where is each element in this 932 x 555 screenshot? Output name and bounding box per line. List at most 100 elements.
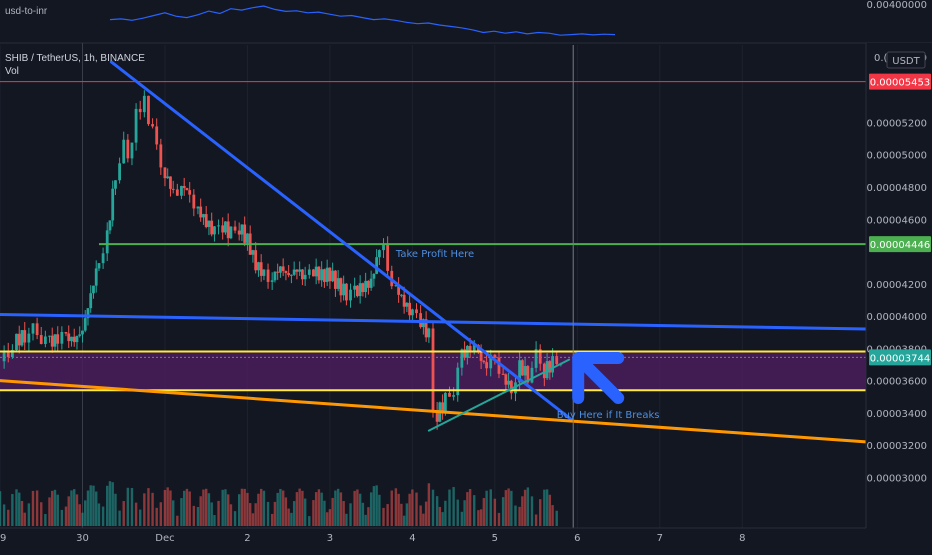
price-tag-bg <box>869 73 931 90</box>
volume-bar <box>106 485 109 526</box>
candle-body <box>427 328 431 338</box>
volume-bar <box>358 493 362 526</box>
candle-body <box>240 224 244 235</box>
volume-bar <box>325 512 329 526</box>
volume-bar <box>204 488 208 526</box>
candle-body <box>366 280 370 288</box>
candle-body <box>345 283 348 301</box>
volume-bar <box>317 489 321 526</box>
indicator-line <box>109 5 616 36</box>
volume-bar <box>479 509 483 526</box>
volume-bar <box>31 490 35 526</box>
candle-body <box>257 262 260 271</box>
candle-body <box>251 250 255 255</box>
volume-bar <box>545 489 549 526</box>
candle-body <box>60 332 64 344</box>
candle-body <box>336 278 340 289</box>
volume-bar <box>196 506 200 526</box>
volume-bar <box>345 513 348 526</box>
candle-body <box>394 285 398 287</box>
volume-bar <box>35 490 39 526</box>
volume-bar <box>555 510 558 526</box>
volume-bar <box>97 503 101 526</box>
candle-body <box>31 323 35 334</box>
x-tick-label: 2 <box>244 533 250 544</box>
candle-body <box>171 188 175 190</box>
candle-body <box>204 214 208 228</box>
candle-body <box>399 294 403 296</box>
volume-bar <box>0 491 2 526</box>
volume-bar <box>349 503 352 526</box>
candle-body <box>410 309 414 316</box>
volume-bar <box>199 496 202 526</box>
candle-body <box>472 345 476 353</box>
candle-body <box>101 253 105 264</box>
candle-body <box>50 335 54 347</box>
candle-body <box>182 185 186 189</box>
volume-bar <box>551 505 554 526</box>
volume-bar <box>73 489 76 526</box>
volume-bar <box>266 501 270 526</box>
volume-bar <box>18 492 21 526</box>
volume-bar <box>466 492 469 526</box>
symbol-title[interactable]: SHIB / TetherUS, 1h, BINANCE <box>5 53 145 64</box>
volume-bar <box>514 505 517 526</box>
candle-body <box>534 349 538 368</box>
volume-bar <box>254 503 257 526</box>
candle-body <box>199 206 203 218</box>
candle-body <box>551 356 554 373</box>
candle-body <box>233 226 237 231</box>
volume-bar <box>463 500 466 526</box>
volume-bar <box>548 494 552 526</box>
candle-body <box>246 233 249 243</box>
volume-bar <box>367 507 370 526</box>
candle-body <box>159 144 163 168</box>
volume-bar <box>378 494 381 526</box>
candle-body <box>92 285 95 294</box>
volume-bar <box>180 498 183 526</box>
volume-bar <box>364 514 367 526</box>
price-axis-bg <box>866 43 932 550</box>
volume-bar <box>139 509 142 526</box>
volume-bar <box>482 498 486 526</box>
candle-body <box>509 380 513 394</box>
volume-bar <box>543 489 546 526</box>
volume-bar <box>485 490 488 526</box>
volume-bar <box>134 502 138 526</box>
volume-bar <box>221 489 224 526</box>
candle-body <box>130 142 134 159</box>
candle-body <box>94 268 98 286</box>
volume-bar <box>287 508 290 526</box>
candle-body <box>518 360 521 383</box>
volume-bar <box>298 488 301 526</box>
volume-bar <box>284 497 288 526</box>
candle-body <box>542 363 546 379</box>
candle-body <box>493 354 497 358</box>
candle-body <box>229 226 233 239</box>
candle-body <box>463 349 467 358</box>
volume-bar <box>172 500 175 526</box>
candle-body <box>334 270 337 289</box>
volume-bar <box>419 505 422 526</box>
candle-body <box>259 262 263 276</box>
candle-body <box>325 267 329 282</box>
volume-bar <box>400 503 403 526</box>
candle-body <box>342 283 346 296</box>
candle-body <box>364 280 368 293</box>
x-tick-label: 4 <box>409 533 415 544</box>
volume-bar <box>182 490 186 526</box>
candle-body <box>431 328 435 411</box>
volume-bar <box>534 514 538 526</box>
candle-body <box>126 139 130 159</box>
candle-body <box>67 333 71 342</box>
candle-body <box>441 402 445 413</box>
volume-label[interactable]: Vol <box>5 66 19 77</box>
volume-bar <box>444 500 447 526</box>
candle-body <box>48 335 51 337</box>
candle-body <box>386 244 390 271</box>
volume-bar <box>375 485 378 526</box>
volume-bar <box>233 511 237 526</box>
candle-body <box>166 176 170 179</box>
